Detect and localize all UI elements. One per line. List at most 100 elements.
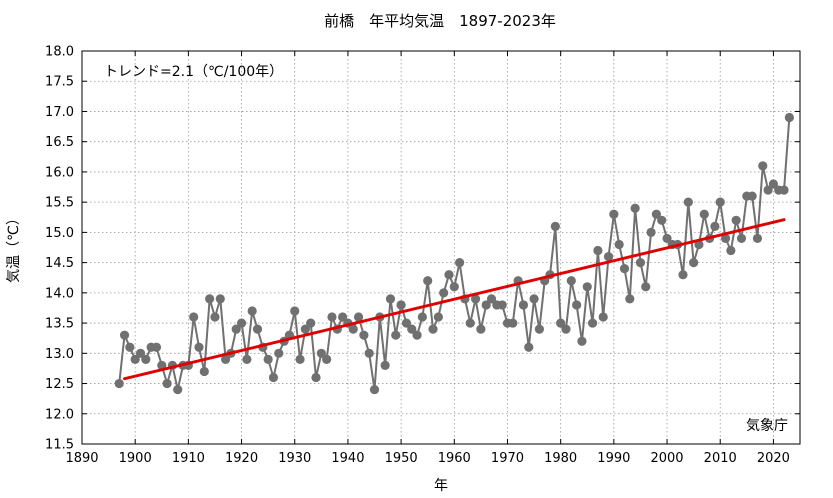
data-point xyxy=(556,318,566,328)
data-point xyxy=(481,300,491,310)
data-point xyxy=(470,294,481,304)
data-point xyxy=(316,348,326,358)
series-line xyxy=(118,117,791,391)
data-point xyxy=(417,312,427,322)
y-tick-label: 17.5 xyxy=(45,75,74,90)
data-point xyxy=(587,318,598,328)
data-point xyxy=(199,366,209,377)
data-point xyxy=(242,354,252,364)
data-point xyxy=(306,318,316,328)
x-tick-label: 1940 xyxy=(331,451,364,466)
data-point xyxy=(449,282,459,292)
data-point xyxy=(210,312,220,322)
data-point xyxy=(231,324,241,334)
data-point xyxy=(247,306,257,316)
data-point xyxy=(130,354,140,364)
data-point xyxy=(396,300,406,310)
x-tick-label: 1930 xyxy=(278,451,311,466)
x-tick-label: 2000 xyxy=(650,451,683,466)
x-axis-label: 年 xyxy=(434,478,448,494)
data-point xyxy=(189,312,199,322)
plot-frame xyxy=(81,50,801,445)
data-point xyxy=(151,342,162,352)
data-point xyxy=(205,294,215,304)
y-tick-label: 15.5 xyxy=(45,196,74,211)
y-tick-label: 14.0 xyxy=(45,286,74,301)
data-point xyxy=(401,318,412,328)
data-point xyxy=(311,372,321,383)
data-point xyxy=(577,336,587,346)
data-point xyxy=(726,245,736,256)
y-tick-label: 12.5 xyxy=(45,377,74,392)
data-point xyxy=(274,348,284,358)
data-point xyxy=(236,318,247,328)
data-point xyxy=(736,233,747,244)
data-point xyxy=(534,324,544,334)
data-point xyxy=(263,354,273,364)
data-point xyxy=(646,227,656,237)
data-point xyxy=(407,324,417,334)
x-tick-label: 1960 xyxy=(438,451,471,466)
data-point xyxy=(412,330,422,340)
data-point xyxy=(747,191,757,201)
trend-layer xyxy=(123,218,786,381)
data-point xyxy=(784,112,794,123)
data-point xyxy=(433,312,443,322)
data-point xyxy=(593,245,603,256)
data-point xyxy=(689,258,699,268)
x-tick-label: 1970 xyxy=(491,451,524,466)
y-axis-label: 気温（℃） xyxy=(6,211,22,283)
data-point xyxy=(114,378,124,389)
y-tick-label: 16.5 xyxy=(45,135,74,150)
data-point xyxy=(614,239,624,250)
data-point xyxy=(518,300,529,310)
data-point xyxy=(141,354,151,364)
y-tick-label: 13.5 xyxy=(45,317,74,332)
data-point xyxy=(657,215,667,225)
x-tick-label: 1910 xyxy=(172,451,205,466)
grid-lines xyxy=(82,51,800,444)
data-point xyxy=(683,197,693,207)
data-point xyxy=(423,276,433,286)
data-point xyxy=(486,294,497,304)
data-point xyxy=(300,324,310,334)
data-point xyxy=(465,318,475,328)
data-point xyxy=(609,209,619,219)
y-tick-label: 15.0 xyxy=(45,226,74,241)
data-point xyxy=(572,300,582,310)
data-point xyxy=(779,185,789,195)
data-point xyxy=(380,360,390,370)
data-point xyxy=(651,209,662,219)
data-point xyxy=(758,161,768,171)
data-point xyxy=(699,209,709,219)
data-point xyxy=(439,288,449,298)
data-point xyxy=(327,312,337,322)
data-point xyxy=(364,348,374,358)
x-tick-label: 1980 xyxy=(544,451,577,466)
data-point xyxy=(731,215,741,225)
data-point xyxy=(173,384,183,395)
data-point xyxy=(603,251,614,262)
data-point xyxy=(752,233,763,244)
data-point xyxy=(678,270,688,280)
data-point xyxy=(625,294,635,304)
x-tick-label: 1900 xyxy=(119,451,152,466)
data-point xyxy=(162,378,172,389)
source-label: 気象庁 xyxy=(746,418,788,434)
data-point xyxy=(550,221,560,231)
x-tick-label: 1890 xyxy=(65,451,98,466)
data-point xyxy=(720,233,731,244)
data-point xyxy=(215,294,225,304)
data-point xyxy=(322,354,332,364)
y-tick-label: 14.5 xyxy=(45,256,74,271)
data-point xyxy=(641,282,651,292)
data-point xyxy=(710,221,720,231)
data-point xyxy=(428,324,438,334)
data-point xyxy=(582,282,592,292)
data-point xyxy=(497,300,507,310)
data-point xyxy=(252,324,263,334)
y-axis-ticks: 11.5 12.0 12.5 13.0 13.5 14.0 14.5 15.0 15.5 16.0… xyxy=(45,45,800,453)
x-tick-label: 2020 xyxy=(757,451,790,466)
data-point xyxy=(635,258,646,268)
